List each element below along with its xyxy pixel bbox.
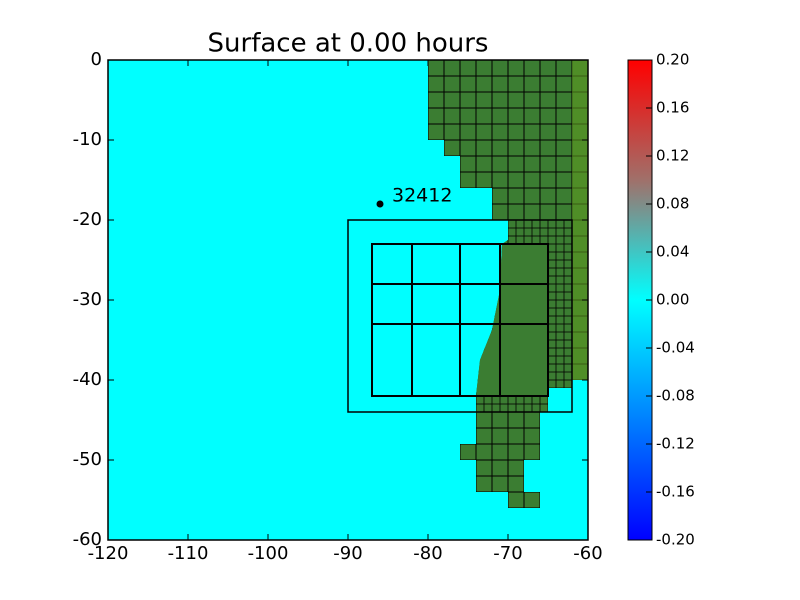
chart-title: Surface at 0.00 hours <box>208 29 489 59</box>
gauge-point <box>376 200 384 208</box>
colorbar-tick-label: -0.08 <box>656 387 695 405</box>
colorbar-tick-label: -0.16 <box>656 483 695 501</box>
y-tick-label: 0 <box>91 49 102 70</box>
y-tick-label: -60 <box>73 529 102 550</box>
colorbar-tick-label: 0.04 <box>656 243 689 261</box>
y-tick-label: -10 <box>73 129 102 150</box>
x-tick-label: -120 <box>88 543 129 564</box>
colorbar-tick-label: 0.08 <box>656 195 689 213</box>
y-tick-label: -20 <box>73 209 102 230</box>
colorbar-tick-label: -0.20 <box>656 531 695 549</box>
refinement-region <box>347 219 573 413</box>
colorbar-tick-label: 0.16 <box>656 99 689 117</box>
y-tick-label: -50 <box>73 449 102 470</box>
y-tick-label: -40 <box>73 369 102 390</box>
x-tick-label: -80 <box>413 543 442 564</box>
refinement-grid <box>372 244 548 396</box>
land-smooth <box>476 244 548 396</box>
gauge-label: 32412 <box>392 185 452 207</box>
x-tick-label: -100 <box>248 543 289 564</box>
y-tick-label: -30 <box>73 289 102 310</box>
x-tick-label: -110 <box>168 543 209 564</box>
x-tick-label: -70 <box>493 543 522 564</box>
x-tick-label: -90 <box>333 543 362 564</box>
colorbar-tick-label: -0.12 <box>656 435 695 453</box>
colorbar-tick-label: 0.12 <box>656 147 689 165</box>
x-tick-label: -60 <box>573 543 602 564</box>
refinement-region <box>371 243 549 397</box>
colorbar-tick-label: 0.00 <box>656 291 689 309</box>
colorbar-tick-label: 0.20 <box>656 51 689 69</box>
colorbar-tick-label: -0.04 <box>656 339 695 357</box>
